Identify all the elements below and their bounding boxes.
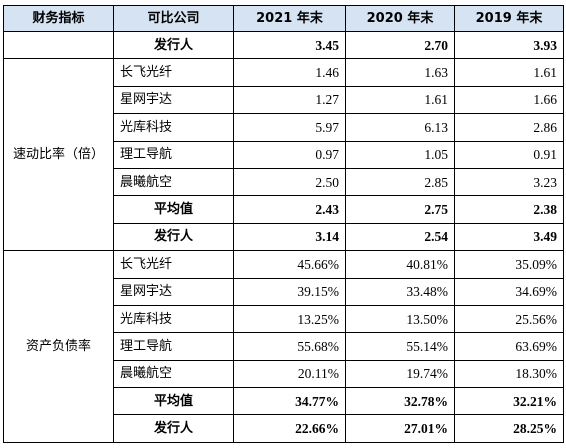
metric-cell: 资产负债率 xyxy=(3,250,114,443)
table-row: 星网宇达 1.27 1.61 1.66 xyxy=(4,85,564,115)
value-cell: 2.43 xyxy=(233,195,346,224)
value-cell: 63.69% xyxy=(454,332,564,361)
company-cell: 平均值 xyxy=(113,195,234,224)
value-cell: 2.86 xyxy=(454,113,564,142)
value-cell: 3.14 xyxy=(233,222,346,252)
table-row: 光库科技 13.25% 13.50% 25.56% xyxy=(4,304,564,334)
header-2019: 2019 年末 xyxy=(454,5,564,32)
table-row: 平均值 34.77% 32.78% 32.21% xyxy=(4,387,564,416)
value-cell: 45.66% xyxy=(233,250,346,279)
company-cell: 理工导航 xyxy=(113,332,234,361)
company-cell: 光库科技 xyxy=(113,113,234,142)
header-company: 可比公司 xyxy=(113,5,234,32)
value-cell: 2.70 xyxy=(345,30,455,60)
table-row: 发行人 3.45 2.70 3.93 xyxy=(3,30,564,60)
company-cell: 理工导航 xyxy=(113,140,234,169)
financial-comparison-table: 财务指标 可比公司 2021 年末 2020 年末 2019 年末 发行人 3.4… xyxy=(3,5,564,443)
table-body: 发行人 3.45 2.70 3.93 速动比率（倍） 长飞光纤 1.46 1.63 1.61 星网… xyxy=(3,30,564,443)
value-cell: 32.78% xyxy=(345,387,455,416)
value-cell: 13.25% xyxy=(233,304,346,334)
value-cell: 20.11% xyxy=(233,359,346,389)
table-row: 资产负债率 长飞光纤 45.66% 40.81% 35.09% xyxy=(3,250,564,443)
table-row: 理工导航 0.97 1.05 0.91 xyxy=(4,140,564,169)
metric-cell: 速动比率（倍） xyxy=(3,58,114,252)
value-cell: 33.48% xyxy=(345,277,455,306)
value-cell: 40.81% xyxy=(345,250,455,279)
value-cell: 3.45 xyxy=(233,30,346,60)
value-cell: 2.85 xyxy=(345,167,455,197)
value-cell: 25.56% xyxy=(454,304,564,334)
table-row: 平均值 2.43 2.75 2.38 xyxy=(4,195,564,224)
value-cell: 2.50 xyxy=(233,167,346,197)
company-cell: 星网宇达 xyxy=(113,85,234,115)
value-cell: 35.09% xyxy=(454,250,564,279)
value-cell: 27.01% xyxy=(345,414,455,443)
table-row: 发行人 3.14 2.54 3.49 xyxy=(4,222,564,252)
value-cell: 2.38 xyxy=(454,195,564,224)
metric-cell xyxy=(3,30,114,60)
value-cell: 19.74% xyxy=(345,359,455,389)
company-cell: 发行人 xyxy=(113,222,234,252)
value-cell: 1.66 xyxy=(454,85,564,115)
table-row: 发行人 22.66% 27.01% 28.25% xyxy=(4,414,564,443)
header-2020: 2020 年末 xyxy=(345,5,455,32)
company-cell: 发行人 xyxy=(113,414,234,443)
company-cell: 长飞光纤 xyxy=(113,250,234,279)
value-cell: 32.21% xyxy=(454,387,564,416)
table-row: 星网宇达 39.15% 33.48% 34.69% xyxy=(4,277,564,306)
value-cell: 1.27 xyxy=(233,85,346,115)
value-cell: 34.77% xyxy=(233,387,346,416)
value-cell: 34.69% xyxy=(454,277,564,306)
value-cell: 55.68% xyxy=(233,332,346,361)
value-cell: 3.49 xyxy=(454,222,564,252)
header-row: 财务指标 可比公司 2021 年末 2020 年末 2019 年末 xyxy=(3,5,564,32)
table-row: 光库科技 5.97 6.13 2.86 xyxy=(4,113,564,142)
company-cell: 晨曦航空 xyxy=(113,359,234,389)
value-cell: 1.05 xyxy=(345,140,455,169)
value-cell: 2.75 xyxy=(345,195,455,224)
company-cell: 长飞光纤 xyxy=(113,58,234,87)
company-cell: 发行人 xyxy=(113,30,234,60)
value-cell: 6.13 xyxy=(345,113,455,142)
table-row: 晨曦航空 2.50 2.85 3.23 xyxy=(4,167,564,197)
company-cell: 光库科技 xyxy=(113,304,234,334)
value-cell: 0.91 xyxy=(454,140,564,169)
value-cell: 3.23 xyxy=(454,167,564,197)
value-cell: 1.63 xyxy=(345,58,455,87)
value-cell: 13.50% xyxy=(345,304,455,334)
value-cell: 1.46 xyxy=(233,58,346,87)
value-cell: 5.97 xyxy=(233,113,346,142)
value-cell: 0.97 xyxy=(233,140,346,169)
company-cell: 晨曦航空 xyxy=(113,167,234,197)
value-cell: 39.15% xyxy=(233,277,346,306)
value-cell: 18.30% xyxy=(454,359,564,389)
value-cell: 22.66% xyxy=(233,414,346,443)
value-cell: 1.61 xyxy=(454,58,564,87)
value-cell: 3.93 xyxy=(454,30,564,60)
header-metric: 财务指标 xyxy=(3,5,114,32)
header-2021: 2021 年末 xyxy=(233,5,346,32)
table-row: 速动比率（倍） 长飞光纤 1.46 1.63 1.61 xyxy=(3,58,564,252)
value-cell: 55.14% xyxy=(345,332,455,361)
company-cell: 星网宇达 xyxy=(113,277,234,306)
value-cell: 2.54 xyxy=(345,222,455,252)
company-cell: 平均值 xyxy=(113,387,234,416)
value-cell: 28.25% xyxy=(454,414,564,443)
value-cell: 1.61 xyxy=(345,85,455,115)
